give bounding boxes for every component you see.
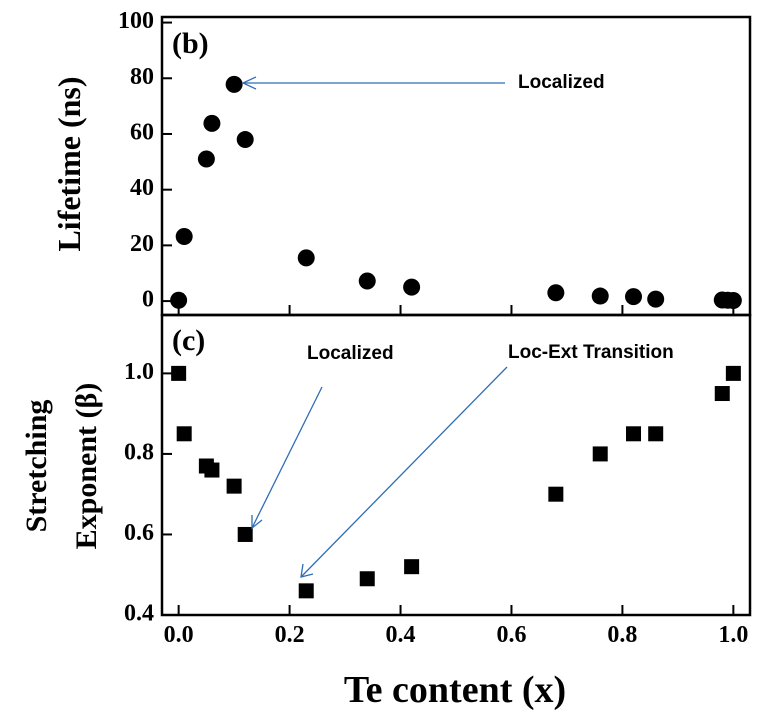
stretching-exponent-point bbox=[359, 571, 375, 587]
stretching-exponent-point bbox=[176, 426, 192, 442]
stretching-exponent-point bbox=[204, 462, 220, 478]
annotation-transition-arrow bbox=[300, 366, 508, 578]
panel-b-y-tick-label: 20 bbox=[130, 231, 154, 257]
stretching-exponent-point bbox=[714, 386, 730, 402]
stretching-exponent-point bbox=[237, 526, 253, 542]
lifetime-point bbox=[175, 227, 193, 245]
x-tick-label: 0.8 bbox=[607, 622, 637, 648]
panel-c-y-axis-title-line2: Exponent (β) bbox=[70, 383, 103, 550]
x-tick-label: 0.2 bbox=[275, 622, 305, 648]
stretching-exponent-point bbox=[725, 365, 741, 381]
stretching-exponent-point bbox=[171, 365, 187, 381]
panel-b-y-axis-title: Lifetime (ns) bbox=[51, 76, 87, 251]
panel-c-y-tick-label: 0.6 bbox=[124, 520, 154, 546]
annotation-transition-arrowhead bbox=[300, 563, 314, 578]
lifetime-point bbox=[236, 131, 254, 149]
x-tick-label: 1.0 bbox=[718, 622, 748, 648]
lifetime-point bbox=[203, 114, 221, 132]
panel-b-y-tick-label: 0 bbox=[142, 287, 154, 313]
x-axis-title: Te content (x) bbox=[344, 669, 566, 711]
panel-b-y-tick-label: 60 bbox=[130, 119, 154, 145]
lifetime-point bbox=[647, 290, 665, 308]
lifetime-point bbox=[625, 288, 643, 306]
lifetime-point bbox=[197, 150, 215, 168]
panel-b-label: (b) bbox=[172, 27, 209, 60]
stretching-exponent-point bbox=[648, 426, 664, 442]
panel-b-y-tick-label: 40 bbox=[130, 175, 154, 201]
stretching-exponent-point bbox=[404, 559, 420, 575]
lifetime-point bbox=[297, 249, 315, 267]
stretching-exponent-point bbox=[548, 486, 564, 502]
annotation-transition: Loc-Ext Transition bbox=[300, 342, 674, 578]
stretching-exponent-point bbox=[298, 583, 314, 599]
annotation-transition-label: Loc-Ext Transition bbox=[508, 342, 674, 363]
panel-c-y-tick-label: 0.4 bbox=[124, 601, 154, 627]
lifetime-point bbox=[358, 272, 376, 290]
panel-b-y-tick-label: 80 bbox=[130, 64, 154, 90]
panel-c-y-axis-title-line1: Stretching bbox=[20, 400, 53, 533]
panel-c-frame bbox=[160, 313, 752, 617]
lifetime-point bbox=[591, 287, 609, 305]
x-tick-label: 0.4 bbox=[386, 622, 416, 648]
lifetime-point bbox=[724, 292, 742, 310]
panel-c-label: (c) bbox=[172, 324, 205, 357]
annotation-localized-c-label: Localized bbox=[307, 343, 394, 364]
lifetime-point bbox=[547, 284, 565, 302]
panel-b-frame bbox=[160, 15, 752, 317]
annotation-localized-c-arrowhead bbox=[251, 515, 263, 530]
lifetime-point bbox=[225, 75, 243, 93]
x-tick-label: 0.0 bbox=[164, 622, 194, 648]
lifetime-point bbox=[170, 291, 188, 309]
annotation-localized-b-arrowhead bbox=[241, 76, 257, 90]
panel-c-y-tick-label: 0.8 bbox=[124, 439, 154, 465]
stretching-exponent-point bbox=[626, 426, 642, 442]
stretching-exponent-point bbox=[226, 478, 242, 494]
stretching-exponent-point bbox=[592, 446, 608, 462]
lifetime-point bbox=[403, 278, 421, 296]
annotation-localized-b-label: Localized bbox=[518, 72, 605, 93]
annotation-localized-c-arrow bbox=[251, 386, 323, 529]
x-tick-label: 0.6 bbox=[496, 622, 526, 648]
panel-b-y-tick-label: 100 bbox=[118, 8, 154, 34]
annotation-localized-c: Localized bbox=[251, 343, 394, 530]
annotation-localized-b: Localized bbox=[241, 72, 605, 93]
panel-c-y-tick-label: 1.0 bbox=[124, 359, 154, 385]
